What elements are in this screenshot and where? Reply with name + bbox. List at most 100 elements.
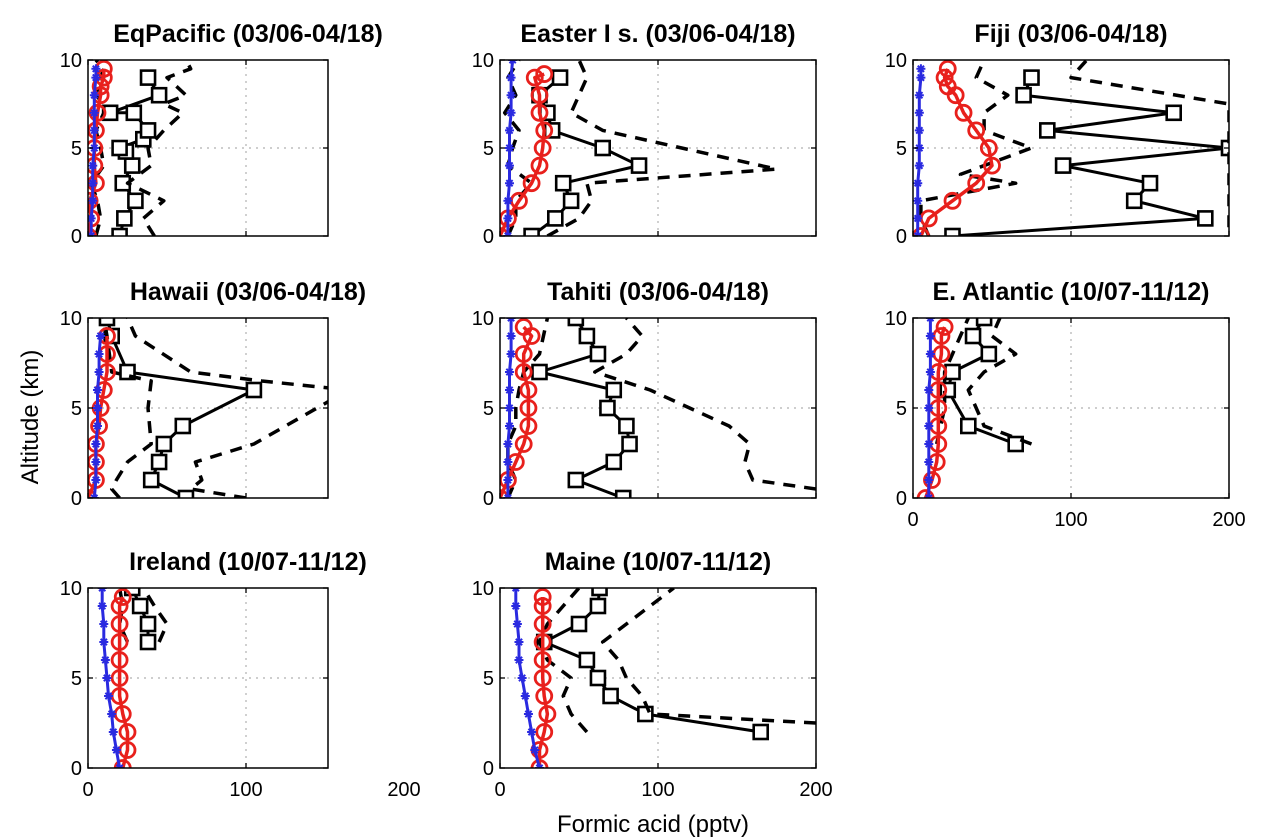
data-point <box>89 108 99 118</box>
data-point <box>519 417 538 435</box>
data-point <box>506 73 516 83</box>
data-point <box>113 588 132 606</box>
plot-area <box>500 588 816 768</box>
data-point <box>139 633 157 651</box>
y-tick-label: 5 <box>483 138 494 160</box>
data-point <box>578 327 596 345</box>
data-point <box>107 709 117 719</box>
data-point <box>125 104 143 122</box>
y-tick-label: 5 <box>896 398 907 420</box>
panel-title: Fiji (03/06-04/18) <box>974 20 1167 48</box>
y-tick-label: 0 <box>71 226 82 248</box>
data-point <box>527 727 537 737</box>
x-tick-label: 0 <box>907 509 918 531</box>
plot-series <box>88 318 328 498</box>
panel-title: Easter I s. (03/06-04/18) <box>520 20 795 48</box>
series-line-obs-bound <box>966 318 1033 446</box>
data-point <box>954 103 973 122</box>
data-point <box>514 655 524 665</box>
data-point <box>916 73 926 83</box>
data-point <box>139 615 157 633</box>
series-line-obs-bound <box>125 318 328 498</box>
data-point <box>110 651 129 669</box>
data-point <box>88 213 96 223</box>
y-tick-label: 5 <box>71 398 82 420</box>
data-point <box>589 345 607 363</box>
data-point <box>111 745 121 755</box>
data-point <box>111 227 128 236</box>
plot-series <box>500 60 779 236</box>
y-tick-label: 0 <box>71 488 82 510</box>
series-line-model-red <box>117 596 130 768</box>
x-axis-label: Formic acid (pptv) <box>557 811 749 837</box>
data-point <box>599 399 616 417</box>
data-point <box>535 723 554 741</box>
x-tick-label: 100 <box>1054 509 1087 531</box>
data-point <box>1125 192 1143 210</box>
data-point <box>551 69 569 86</box>
series-line-obs-bound <box>125 60 193 236</box>
data-point <box>533 615 552 633</box>
data-point <box>924 403 934 413</box>
data-point <box>979 139 998 157</box>
data-point <box>127 192 144 210</box>
data-point <box>514 345 533 363</box>
series-line-obs-bound <box>141 588 169 643</box>
y-tick-label: 5 <box>483 668 494 690</box>
data-point <box>546 210 564 227</box>
data-point <box>123 588 141 597</box>
y-tick-label: 10 <box>472 50 494 72</box>
data-point <box>614 489 632 498</box>
data-point <box>123 157 141 174</box>
data-point <box>102 673 112 683</box>
data-point <box>535 121 554 140</box>
data-point <box>506 349 516 359</box>
data-point <box>913 213 923 223</box>
data-point <box>589 669 607 687</box>
plot-series <box>511 588 816 768</box>
data-point <box>88 196 98 206</box>
series-line-observed <box>530 76 641 236</box>
y-tick-label: 10 <box>60 308 82 330</box>
panel-title: Tahiti (03/06-04/18) <box>547 278 769 306</box>
data-point <box>1015 86 1032 104</box>
y-axis-label: Altitude (km) <box>17 350 44 485</box>
data-point <box>514 435 533 453</box>
data-point <box>1054 157 1072 174</box>
series-line-observed <box>952 76 1229 236</box>
panel-title: EqPacific (03/06-04/18) <box>113 20 383 48</box>
series-line-obs-bound <box>1069 60 1229 228</box>
data-point <box>91 77 110 96</box>
data-point <box>1023 69 1040 86</box>
series-line-obs-bound <box>919 60 1034 236</box>
data-point <box>605 453 623 471</box>
panel-3: 0 5 10 Hawaii (03/06-04/18) <box>60 278 366 510</box>
data-point <box>504 421 514 431</box>
data-point <box>520 691 530 701</box>
data-point <box>91 439 101 449</box>
data-point <box>637 705 654 723</box>
data-point <box>91 64 101 74</box>
plot-series <box>500 318 816 498</box>
data-point <box>567 318 585 327</box>
data-point <box>506 108 516 118</box>
data-point <box>602 687 619 705</box>
plot-series <box>97 588 169 768</box>
data-point <box>913 227 930 236</box>
panel-0: 0 5 10 EqPacific (03/06-04/18) <box>60 20 383 248</box>
x-tick-label: 200 <box>387 779 420 801</box>
data-point <box>139 122 157 139</box>
data-point <box>916 64 926 74</box>
data-point <box>91 457 101 467</box>
series-line-model-blue <box>92 335 103 498</box>
data-point <box>618 417 635 435</box>
data-point <box>504 178 514 188</box>
data-point <box>925 367 935 377</box>
panel-2: 0 5 10 Fiji (03/06-04/18) <box>885 20 1230 248</box>
y-tick-label: 10 <box>60 578 82 600</box>
data-point <box>142 471 160 489</box>
